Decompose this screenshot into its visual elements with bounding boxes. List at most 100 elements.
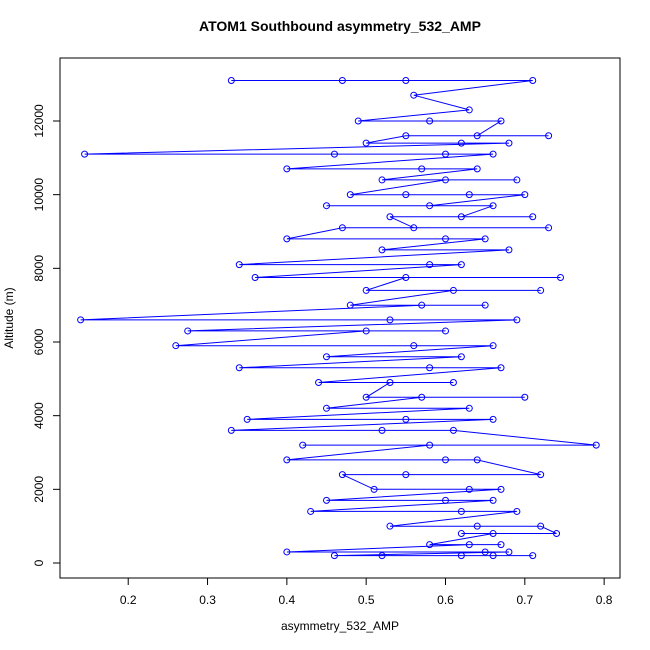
data-point	[362, 327, 370, 335]
data-point	[370, 485, 378, 493]
data-point	[283, 165, 291, 173]
data-point	[557, 274, 565, 282]
data-point	[338, 224, 346, 232]
chart-title: ATOM1 Southbound asymmetry_532_AMP	[199, 18, 481, 34]
data-point	[378, 176, 386, 184]
data-point	[505, 139, 513, 147]
data-point	[77, 316, 85, 324]
y-tick-label: 10000	[32, 178, 46, 212]
data-point	[465, 404, 473, 412]
data-point	[283, 456, 291, 464]
data-point	[410, 224, 418, 232]
data-point	[386, 379, 394, 387]
y-tick-label: 2000	[32, 476, 46, 503]
data-point	[283, 235, 291, 243]
data-point	[505, 548, 513, 556]
x-tick-label: 0.7	[516, 593, 533, 607]
y-tick-label: 0	[32, 559, 46, 566]
data-point	[537, 286, 545, 294]
data-point	[497, 117, 505, 125]
data-point	[537, 471, 545, 479]
data-point	[441, 176, 449, 184]
data-point	[441, 235, 449, 243]
data-point	[346, 301, 354, 309]
data-point	[338, 471, 346, 479]
data-point	[227, 76, 235, 84]
x-tick-label: 0.6	[437, 593, 454, 607]
data-point	[529, 76, 537, 84]
data-point	[323, 404, 331, 412]
data-point	[553, 530, 561, 538]
data-point	[497, 485, 505, 493]
data-point	[330, 552, 338, 560]
data-point	[545, 132, 553, 140]
data-point	[307, 507, 315, 515]
data-point	[402, 471, 410, 479]
data-point	[251, 274, 259, 282]
data-point	[481, 235, 489, 243]
data-point	[235, 261, 243, 269]
data-point	[449, 379, 457, 387]
data-point	[243, 415, 251, 423]
data-point	[497, 364, 505, 372]
data-point	[481, 548, 489, 556]
data-point	[545, 224, 553, 232]
data-point	[402, 132, 410, 140]
x-axis-label: asymmetry_532_AMP	[281, 619, 399, 633]
data-point	[521, 191, 529, 199]
data-point	[410, 342, 418, 350]
x-tick-label: 0.2	[120, 593, 137, 607]
data-point	[457, 507, 465, 515]
data-point	[235, 364, 243, 372]
data-point	[441, 327, 449, 335]
data-point	[299, 441, 307, 449]
data-point	[362, 139, 370, 147]
data-point	[418, 393, 426, 401]
data-point	[529, 213, 537, 221]
data-point	[513, 507, 521, 515]
data-point	[441, 496, 449, 504]
data-point	[457, 139, 465, 147]
data-point	[386, 316, 394, 324]
x-tick-label: 0.3	[199, 593, 216, 607]
data-point	[402, 191, 410, 199]
data-point	[323, 202, 331, 210]
data-point	[426, 364, 434, 372]
data-point	[378, 426, 386, 434]
data-point	[386, 213, 394, 221]
data-point	[386, 522, 394, 530]
data-point	[592, 441, 600, 449]
data-point	[338, 76, 346, 84]
x-tick-label: 0.8	[596, 593, 613, 607]
data-point	[426, 202, 434, 210]
data-point	[473, 522, 481, 530]
data-point	[330, 150, 338, 158]
data-point	[402, 76, 410, 84]
data-point	[537, 522, 545, 530]
y-tick-label: 12000	[32, 104, 46, 138]
data-point	[441, 456, 449, 464]
data-point	[426, 117, 434, 125]
data-point	[457, 353, 465, 361]
data-point	[172, 342, 180, 350]
data-point	[362, 393, 370, 401]
x-tick-label: 0.5	[358, 593, 375, 607]
data-point	[402, 415, 410, 423]
data-point	[521, 393, 529, 401]
data-point	[378, 246, 386, 254]
data-point	[457, 261, 465, 269]
data-point	[465, 485, 473, 493]
data-point	[227, 426, 235, 434]
data-point	[402, 274, 410, 282]
data-point	[457, 213, 465, 221]
data-point	[418, 301, 426, 309]
data-point	[346, 191, 354, 199]
data-point	[426, 441, 434, 449]
data-point	[449, 286, 457, 294]
data-point	[354, 117, 362, 125]
data-point	[505, 246, 513, 254]
data-point	[529, 552, 537, 560]
data-point	[378, 552, 386, 560]
data-point	[489, 150, 497, 158]
data-point	[489, 415, 497, 423]
